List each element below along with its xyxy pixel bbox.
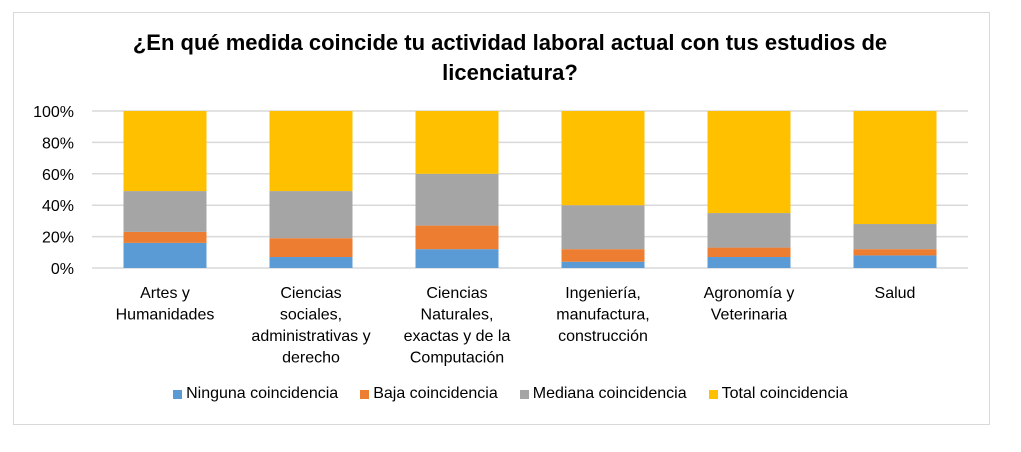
y-tick-label: 60% [42, 167, 74, 184]
bar-segment [707, 257, 791, 268]
x-category-label: Artes y [140, 285, 190, 302]
bar-segment [853, 249, 937, 256]
bar-segment [561, 249, 645, 262]
chart-frame [13, 12, 990, 425]
legend-label: Mediana coincidencia [532, 385, 687, 402]
bar-segment [269, 238, 353, 258]
bar-segment [707, 111, 791, 214]
x-category-label: construcción [558, 328, 648, 345]
bar-segment [707, 247, 791, 258]
legend-item: Ninguna coincidencia [173, 385, 338, 403]
bar-segment [269, 191, 353, 239]
legend-item: Mediana coincidencia [519, 385, 687, 403]
legend-swatch [708, 389, 718, 399]
y-tick-label: 100% [33, 104, 74, 121]
y-tick-label: 0% [51, 261, 74, 278]
legend-swatch [360, 389, 370, 399]
bar-segment [415, 111, 499, 174]
chart-title: ¿En qué medida coincide tu actividad lab… [132, 30, 888, 85]
y-tick-label: 80% [42, 135, 74, 152]
bar-segment [707, 213, 791, 248]
legend-swatch [519, 389, 529, 399]
bar-segment [415, 225, 499, 250]
y-tick-label: 40% [42, 198, 74, 215]
x-category-label: derecho [282, 350, 340, 367]
x-category-label: Ciencias [280, 285, 341, 302]
bar-segment [415, 249, 499, 268]
legend-swatch [173, 389, 183, 399]
legend-label: Total coincidencia [721, 385, 848, 402]
bar-segment [853, 224, 937, 250]
x-category-label: Ingeniería, [565, 285, 641, 302]
bar-segment [123, 242, 207, 268]
x-category-label: exactas y de la [404, 328, 511, 345]
bar-segment [269, 257, 353, 268]
bar-segment [123, 191, 207, 232]
x-category-label: Salud [875, 285, 916, 302]
x-category-label: sociales, [280, 307, 342, 324]
bar-segment [123, 231, 207, 243]
bar-segment [561, 111, 645, 206]
x-category-label: Computación [410, 350, 504, 367]
x-category-label: Ciencias [426, 285, 487, 302]
x-category-label: administrativas y [251, 328, 370, 345]
bar-segment [415, 173, 499, 226]
y-tick-label: 20% [42, 230, 74, 247]
x-category-label: Agronomía y [704, 285, 795, 302]
bar-segment [561, 261, 645, 268]
bar-segment [853, 111, 937, 225]
bar-segment [853, 255, 937, 268]
bar-segment [123, 111, 207, 192]
legend-label: Ninguna coincidencia [186, 385, 339, 402]
legend-label: Baja coincidencia [373, 385, 498, 402]
x-category-label: manufactura, [556, 307, 649, 324]
legend-item: Baja coincidencia [360, 385, 498, 403]
x-category-label: Veterinaria [711, 307, 788, 324]
x-category-label: Naturales, [421, 307, 494, 324]
bar-segment [561, 205, 645, 250]
x-category-label: Humanidades [116, 307, 215, 324]
legend-item: Total coincidencia [708, 385, 848, 403]
legend: Ninguna coincidencia Baja coincidencia Med… [0, 385, 1021, 403]
bar-segment [269, 111, 353, 192]
